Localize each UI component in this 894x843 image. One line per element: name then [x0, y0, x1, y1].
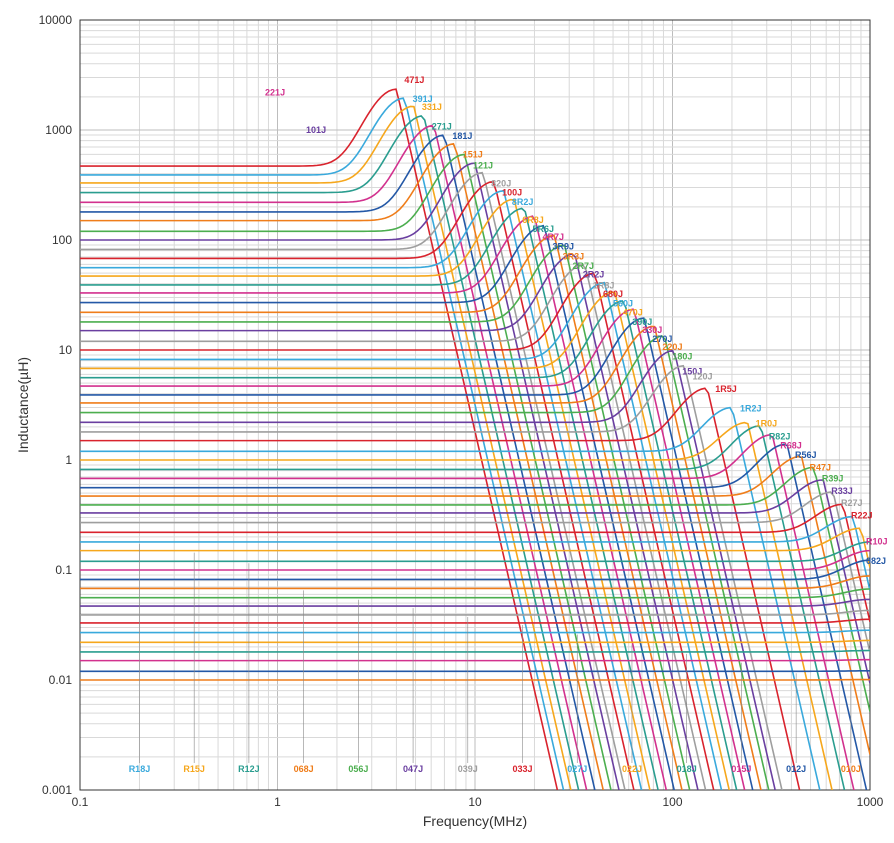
label-033J: 033J — [513, 764, 533, 774]
x-tick-0: 0.1 — [72, 795, 89, 809]
label-068J: 068J — [294, 764, 314, 774]
x-tick-4: 1000 — [857, 795, 884, 809]
label-R39J: R39J — [822, 473, 844, 483]
label-027J: 027J — [567, 764, 587, 774]
label-151J: 151J — [463, 150, 483, 160]
label-R18J: R18J — [129, 764, 151, 774]
label-018J: 018J — [677, 764, 697, 774]
label-120J: 120J — [692, 372, 712, 382]
label-R10J: R10J — [866, 537, 888, 547]
label-180J: 180J — [672, 352, 692, 362]
label-047J: 047J — [403, 764, 423, 774]
label-121J: 121J — [473, 160, 493, 170]
y-tick-2: 0.1 — [55, 563, 72, 577]
x-tick-1: 1 — [274, 795, 281, 809]
label-082J: 082J — [866, 556, 886, 566]
y-tick-6: 1000 — [45, 123, 72, 137]
label-331J: 331J — [422, 102, 442, 112]
label-1R5J: 1R5J — [715, 384, 737, 394]
label-R27J: R27J — [841, 498, 863, 508]
y-axis-label: Inductance(µH) — [15, 357, 31, 453]
inductance-frequency-chart: 471J391J331J271J221J181J151J121J101J820J… — [0, 0, 894, 843]
x-tick-2: 10 — [468, 795, 482, 809]
label-R56J: R56J — [795, 450, 817, 460]
y-tick-1: 0.01 — [49, 673, 73, 687]
y-tick-3: 1 — [65, 453, 72, 467]
label-471J: 471J — [404, 75, 424, 85]
y-tick-5: 100 — [52, 233, 72, 247]
label-R12J: R12J — [238, 764, 260, 774]
label-056J: 056J — [348, 764, 368, 774]
label-271J: 271J — [432, 122, 452, 132]
label-010J: 010J — [841, 764, 861, 774]
label-039J: 039J — [458, 764, 478, 774]
label-012J: 012J — [786, 764, 806, 774]
label-101J: 101J — [306, 125, 326, 135]
y-tick-4: 10 — [59, 343, 73, 357]
x-tick-3: 100 — [662, 795, 682, 809]
label-1R0J: 1R0J — [756, 418, 778, 428]
y-tick-0: 0.001 — [42, 783, 72, 797]
y-tick-7: 10000 — [39, 13, 73, 27]
chart-svg: 471J391J331J271J221J181J151J121J101J820J… — [0, 0, 894, 843]
label-R47J: R47J — [810, 462, 832, 472]
label-4R7J: 4R7J — [542, 232, 564, 242]
label-3R9J: 3R9J — [553, 242, 575, 252]
label-R33J: R33J — [831, 486, 853, 496]
label-R15J: R15J — [183, 764, 205, 774]
label-R22J: R22J — [851, 510, 873, 520]
label-1R2J: 1R2J — [740, 404, 762, 414]
label-220J: 220J — [662, 342, 682, 352]
label-3R3J: 3R3J — [563, 251, 585, 261]
label-015J: 015J — [731, 764, 751, 774]
label-181J: 181J — [452, 131, 472, 141]
label-221J: 221J — [265, 87, 285, 97]
label-8R2J: 8R2J — [512, 197, 534, 207]
label-2R2J: 2R2J — [583, 270, 605, 280]
label-022J: 022J — [622, 764, 642, 774]
x-axis-label: Frequency(MHz) — [423, 813, 527, 829]
